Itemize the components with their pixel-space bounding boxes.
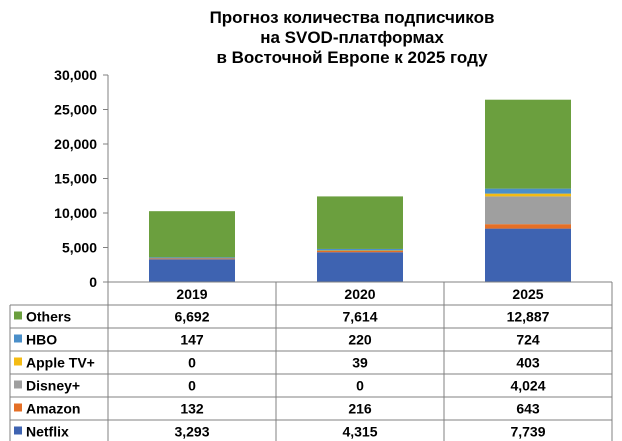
bar-amazon-2020 (317, 250, 403, 253)
y-tick-label: 30,000 (54, 67, 97, 83)
data-label-hbo-2025: 724 (516, 332, 540, 348)
y-axis: 0 5,000 10,000 15,000 20,000 25,000 30,000 (54, 67, 109, 290)
bar-hbo-2019 (149, 257, 235, 259)
legend-label-hbo: HBO (26, 332, 57, 348)
legend-label-amazon: Amazon (26, 401, 80, 417)
y-tick-label: 20,000 (54, 136, 97, 152)
data-label-hbo-2019: 147 (180, 332, 204, 348)
data-label-hbo-2020: 220 (348, 332, 372, 348)
data-label-others-2019: 6,692 (174, 309, 209, 325)
bar-amazon-2019 (149, 258, 235, 260)
data-label-disney-2019: 0 (188, 378, 196, 394)
legend-label-disney: Disney+ (26, 378, 80, 394)
data-label-apple-tv-2025: 403 (516, 355, 540, 371)
data-label-amazon-2019: 132 (180, 401, 204, 417)
legend-label-others: Others (26, 309, 71, 325)
data-label-others-2025: 12,887 (507, 309, 550, 325)
bar-netflix-2020 (317, 252, 403, 282)
bar-amazon-2025 (485, 224, 571, 229)
bar-hbo-2020 (317, 248, 403, 251)
bars (149, 99, 571, 282)
data-label-netflix-2019: 3,293 (174, 424, 209, 440)
data-label-disney-2025: 4,024 (510, 378, 545, 394)
legend-key-hbo (14, 334, 22, 343)
bar-apple-tv-2025 (485, 193, 571, 197)
data-label-netflix-2020: 4,315 (342, 424, 377, 440)
y-tick-label: 15,000 (54, 171, 97, 187)
y-tick-label: 0 (89, 274, 97, 290)
data-label-netflix-2025: 7,739 (510, 424, 545, 440)
legend-key-netflix (14, 426, 22, 435)
legend-key-others (14, 311, 22, 320)
y-tick-label: 5,000 (62, 240, 97, 256)
bar-apple-tv-2020 (317, 250, 403, 251)
data-label-amazon-2025: 643 (516, 401, 540, 417)
bar-netflix-2025 (485, 228, 571, 282)
data-table: 2019 2020 2025 Others 6,692 7,614 12,887 HBO 147… (9, 281, 613, 441)
y-tick-label: 25,000 (54, 102, 97, 118)
bar-disney-2025 (485, 196, 571, 225)
legend-label-apple-tv: Apple TV+ (26, 355, 95, 371)
bar-others-2020 (317, 196, 403, 249)
chart-title-line-1: Прогноз количества подписчиков (210, 8, 495, 27)
legend-key-apple-tv (14, 357, 22, 366)
legend-label-netflix: Netflix (26, 424, 69, 440)
legend-key-disney (14, 380, 22, 389)
bar-others-2019 (149, 211, 235, 258)
chart-title-line-3: в Восточной Европе к 2025 году (216, 48, 488, 67)
bar-others-2025 (485, 99, 571, 189)
data-label-amazon-2020: 216 (348, 401, 372, 417)
table-header-2025: 2025 (512, 286, 543, 302)
data-label-disney-2020: 0 (356, 378, 364, 394)
legend-key-amazon (14, 403, 22, 412)
table-header-2019: 2019 (176, 286, 207, 302)
bar-netflix-2019 (149, 259, 235, 282)
bar-hbo-2025 (485, 188, 571, 194)
data-label-apple-tv-2020: 39 (352, 355, 368, 371)
data-label-others-2020: 7,614 (342, 309, 377, 325)
table-header-2020: 2020 (344, 286, 375, 302)
data-label-apple-tv-2019: 0 (188, 355, 196, 371)
y-tick-label: 10,000 (54, 205, 97, 221)
chart-title-line-2: на SVOD-платформах (260, 28, 444, 47)
